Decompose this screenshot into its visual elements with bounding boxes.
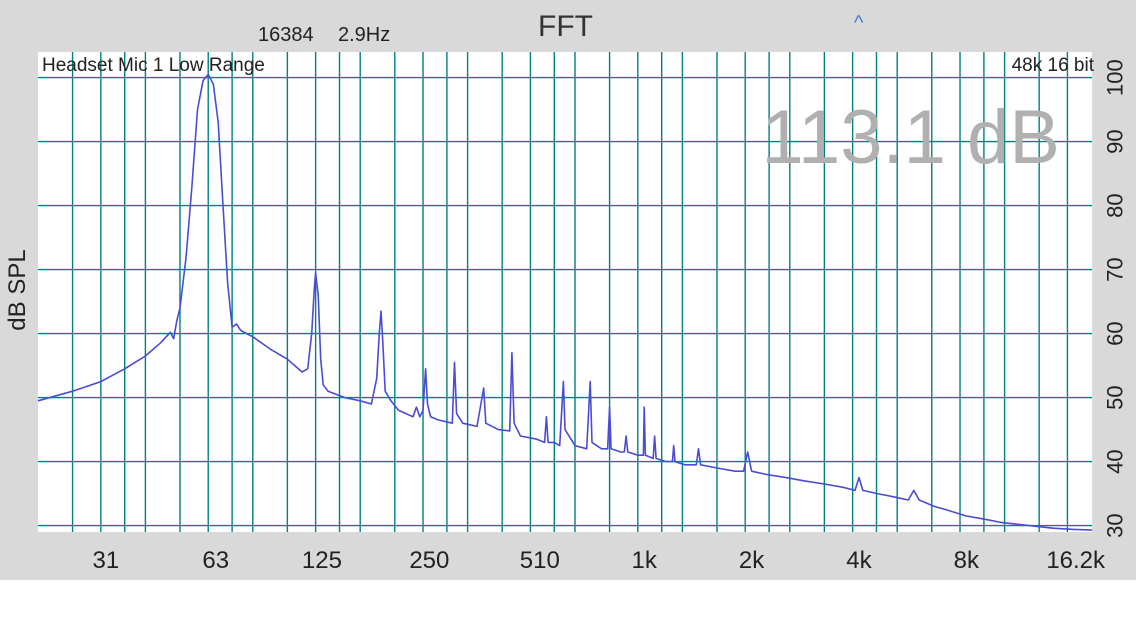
x-tick-label: 8k bbox=[954, 547, 980, 574]
x-tick-label: 4k bbox=[846, 547, 872, 574]
y-tick-label: 60 bbox=[1103, 321, 1128, 345]
y-tick-label: 30 bbox=[1103, 513, 1128, 537]
spectrum-trace bbox=[37, 73, 1093, 531]
x-tick-label: 125 bbox=[302, 547, 342, 574]
y-axis-ticks: 30 40 50 60 70 80 90 100 bbox=[1103, 59, 1128, 538]
x-tick-label: 1k bbox=[631, 547, 657, 574]
fft-size-label: 16384 bbox=[258, 24, 314, 46]
spectrum-trace-group bbox=[37, 73, 1093, 531]
x-tick-label: 250 bbox=[409, 547, 449, 574]
y-tick-label: 90 bbox=[1103, 129, 1128, 153]
plot-area bbox=[38, 52, 1092, 532]
y-tick-label: 50 bbox=[1103, 385, 1128, 409]
y-tick-label: 80 bbox=[1103, 193, 1128, 217]
x-tick-label: 63 bbox=[202, 547, 229, 574]
fft-chart: 113.1 dB Headset Mic 1 Low Range 48k 16 … bbox=[37, 52, 1128, 574]
sample-format-label: 48k 16 bit bbox=[1012, 55, 1095, 76]
caret-up-icon[interactable]: ^ bbox=[854, 12, 864, 34]
level-readout: 113.1 dB bbox=[761, 95, 1060, 180]
x-tick-label: 16.2k bbox=[1046, 547, 1106, 574]
y-tick-label: 70 bbox=[1103, 257, 1128, 281]
x-axis-ticks: 31 63 125 250 510 1k 2k 4k 8k 16.2k bbox=[93, 547, 1106, 574]
grid bbox=[38, 52, 1092, 532]
x-tick-label: 31 bbox=[93, 547, 120, 574]
x-tick-label: 2k bbox=[739, 547, 765, 574]
input-source-label: Headset Mic 1 Low Range bbox=[42, 55, 265, 76]
page-title: FFT bbox=[538, 10, 593, 43]
y-tick-label: 40 bbox=[1103, 449, 1128, 473]
y-tick-label: 100 bbox=[1103, 59, 1128, 96]
frequency-resolution-label: 2.9Hz bbox=[338, 24, 391, 46]
fft-app: 16384 2.9Hz FFT ^ dB SPL 113.1 dB Headse… bbox=[0, 0, 1136, 580]
x-tick-label: 510 bbox=[520, 547, 560, 574]
